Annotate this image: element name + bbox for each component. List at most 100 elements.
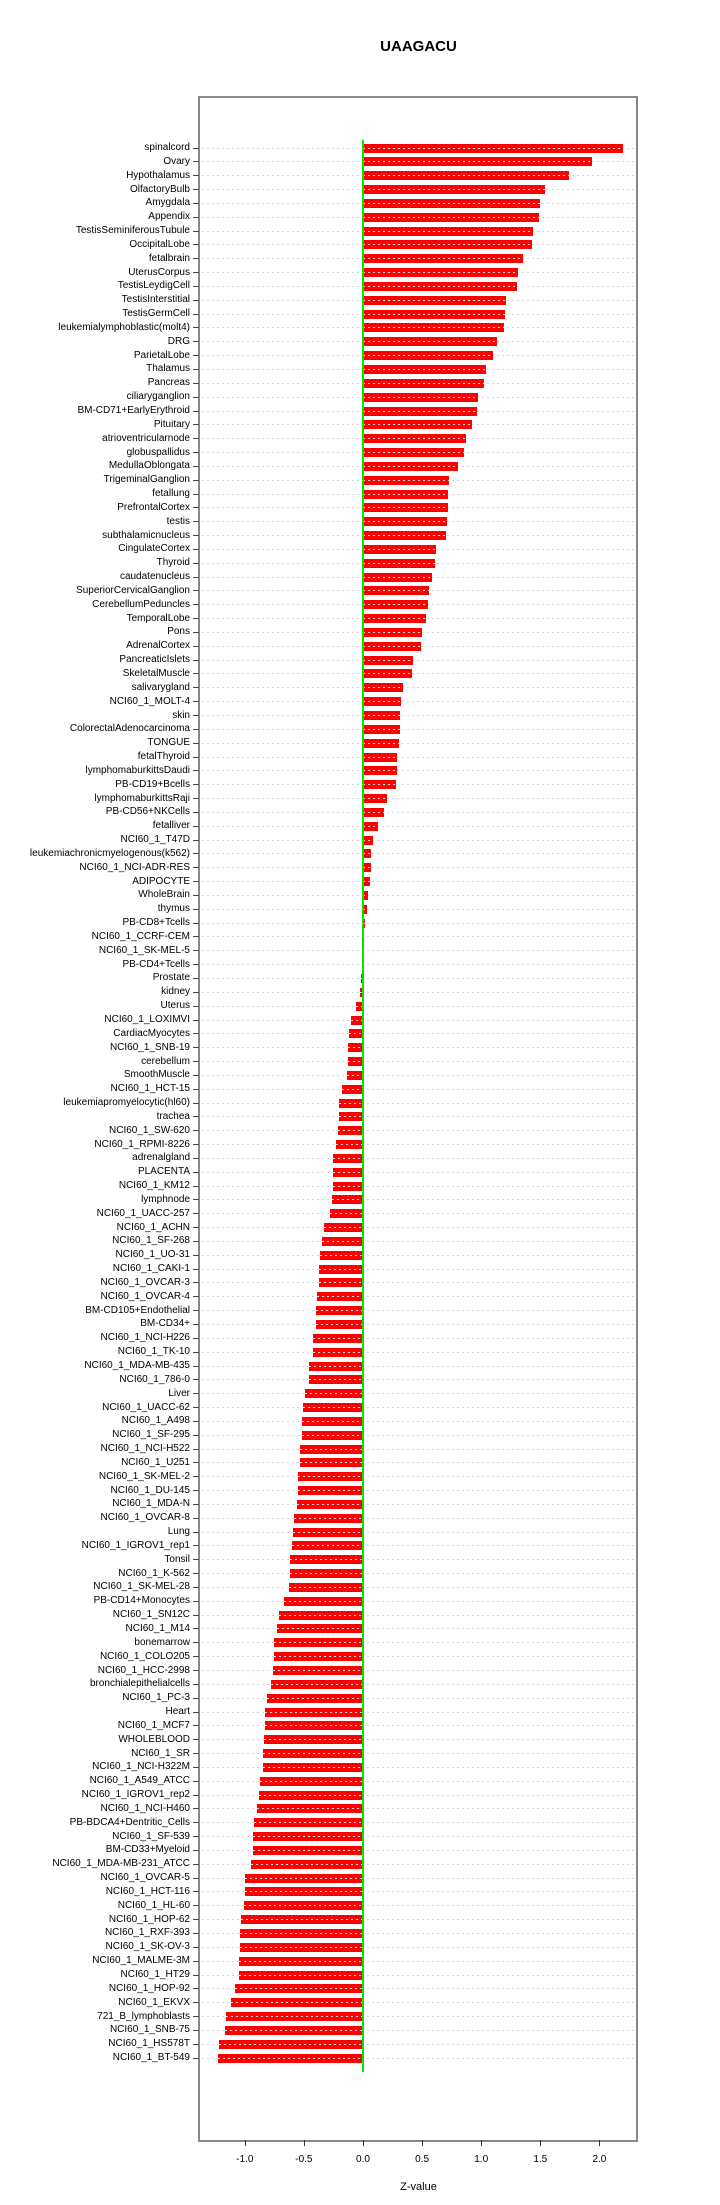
y-tick	[193, 272, 199, 274]
bar-grid-dash	[300, 1462, 363, 1464]
bar-grid-dash	[315, 1310, 363, 1312]
bar-grid-dash	[238, 1974, 363, 1976]
category-label: NCI60_1_SN12C	[112, 1609, 190, 1621]
y-tick	[193, 1337, 199, 1339]
bar-grid-dash	[363, 631, 423, 633]
row-gridline	[202, 1822, 634, 1824]
bar-grid-dash	[259, 1794, 363, 1796]
y-tick	[193, 1974, 199, 1976]
row-gridline	[202, 1780, 634, 1782]
y-tick	[193, 881, 199, 883]
bar	[313, 1347, 363, 1357]
y-tick	[193, 1171, 199, 1173]
row-gridline	[202, 1586, 634, 1588]
bar	[363, 794, 387, 803]
bar-grid-dash	[263, 1739, 363, 1741]
bar	[363, 392, 478, 402]
y-tick	[193, 742, 199, 744]
y-tick	[193, 2002, 199, 2004]
row-gridline	[202, 1960, 634, 1962]
row-gridline	[202, 742, 634, 744]
row-gridline	[202, 1891, 634, 1893]
zero-line	[362, 140, 364, 2072]
bar	[363, 683, 404, 693]
y-tick	[193, 285, 199, 287]
bar	[363, 655, 413, 665]
x-tick	[422, 2140, 424, 2146]
category-label: NCI60_1_NCI-H522	[100, 1443, 191, 1454]
y-tick	[193, 825, 199, 827]
y-tick	[193, 991, 199, 993]
category-label: NCI60_1_SK-MEL-2	[98, 1470, 190, 1482]
bar	[240, 1942, 363, 1952]
bar	[225, 2012, 363, 2021]
category-label: DRG	[167, 335, 190, 347]
row-gridline	[202, 1268, 634, 1270]
category-label: NCI60_1_KM12	[118, 1180, 190, 1191]
bar-grid-dash	[363, 673, 412, 675]
bar	[363, 461, 458, 471]
bar-grid-dash	[363, 161, 593, 163]
bar-grid-dash	[298, 1476, 363, 1478]
row-gridline	[202, 1019, 634, 1021]
bar	[335, 1140, 363, 1149]
bar	[244, 1887, 363, 1897]
bar	[363, 254, 523, 264]
y-tick	[193, 1780, 199, 1782]
y-tick	[193, 908, 199, 910]
bar-grid-dash	[244, 1877, 363, 1879]
bar	[363, 835, 373, 845]
bar	[363, 171, 569, 181]
row-gridline	[202, 1794, 634, 1796]
row-gridline	[202, 2002, 634, 2004]
category-label: SkeletalMuscle	[122, 667, 190, 679]
category-label: OccipitalLobe	[129, 238, 190, 250]
row-gridline	[202, 1490, 634, 1491]
bar-grid-dash	[267, 1697, 363, 1699]
bar-grid-dash	[320, 1254, 363, 1256]
y-tick	[193, 2057, 199, 2059]
bar	[253, 1845, 363, 1855]
category-label: PancreaticIslets	[119, 654, 190, 666]
row-gridline	[202, 1600, 634, 1602]
row-gridline	[202, 1365, 634, 1367]
y-tick	[193, 1476, 199, 1478]
y-tick	[193, 1836, 199, 1838]
bar	[363, 406, 477, 416]
bar	[259, 1790, 363, 1800]
bar	[315, 1306, 363, 1316]
y-tick	[193, 811, 199, 813]
bar	[363, 724, 400, 734]
y-tick	[193, 1199, 199, 1201]
y-tick	[193, 1946, 199, 1948]
bar-grid-dash	[363, 659, 413, 661]
y-tick	[193, 1600, 199, 1602]
bar-grid-dash	[363, 202, 541, 204]
category-label: CingulateCortex	[118, 543, 190, 555]
y-tick	[193, 922, 199, 924]
category-label: MedullaOblongata	[108, 460, 190, 472]
category-label: trachea	[156, 1110, 190, 1122]
category-label: AdrenalCortex	[126, 640, 190, 652]
bar	[363, 185, 545, 194]
category-label: NCI60_1_SR	[131, 1747, 190, 1759]
bar-grid-dash	[240, 1946, 363, 1948]
bar-grid-dash	[241, 1919, 363, 1921]
row-gridline	[202, 1047, 634, 1049]
bar-grid-dash	[288, 1586, 363, 1588]
bar	[333, 1167, 363, 1177]
row-gridline	[202, 1642, 634, 1644]
category-label: NCI60_1_SK-MEL-28	[93, 1581, 190, 1593]
bar-grid-dash	[333, 1157, 363, 1159]
bar-grid-dash	[363, 825, 379, 827]
bar-grid-dash	[319, 1282, 363, 1284]
y-tick	[193, 147, 199, 149]
y-tick	[193, 1088, 199, 1090]
category-label: NCI60_1_SNB-19	[109, 1041, 190, 1053]
category-label: TemporalLobe	[126, 612, 190, 624]
bar	[298, 1472, 363, 1482]
row-gridline	[202, 1545, 634, 1547]
bar	[363, 918, 366, 928]
bar-grid-dash	[225, 2016, 363, 2017]
bar-grid-dash	[329, 1213, 363, 1215]
